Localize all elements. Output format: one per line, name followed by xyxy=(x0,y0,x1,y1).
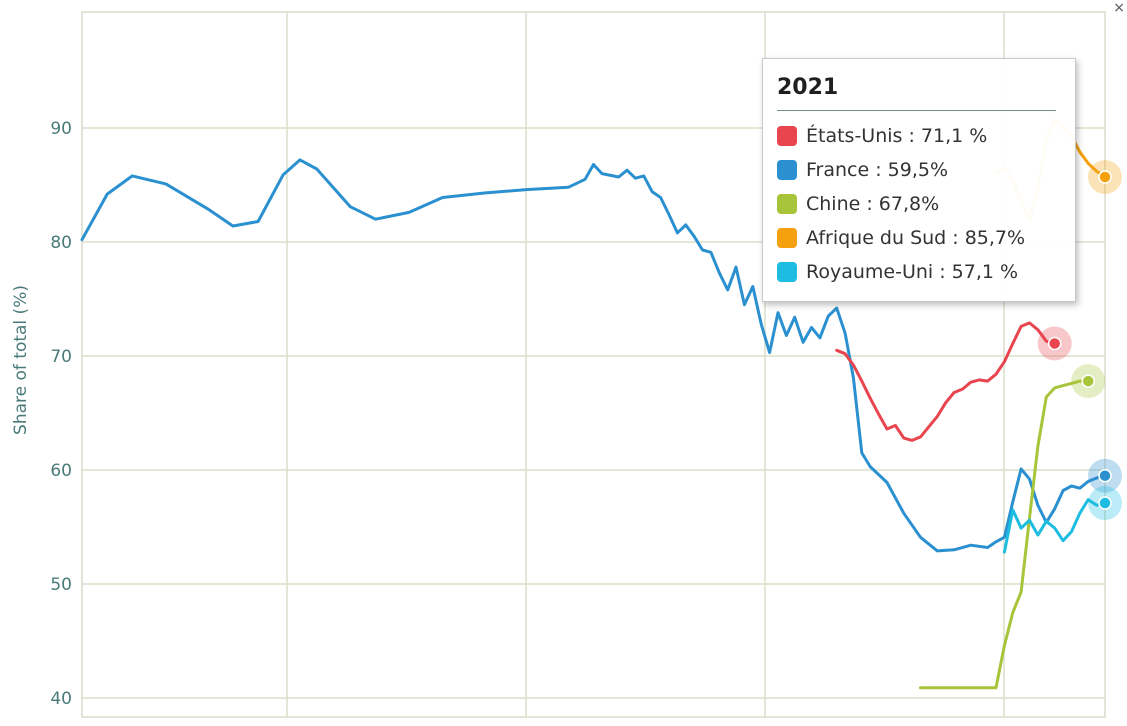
y-axis-label: Share of total (%) xyxy=(11,285,31,435)
tooltip-entry: États-Unis : 71,1 % xyxy=(777,122,987,150)
tooltip: 2021 États-Unis : 71,1 % France : 59,5% … xyxy=(762,58,1076,302)
tooltip-entry-label: France : 59,5% xyxy=(806,159,949,181)
legend-swatch-icon xyxy=(777,160,797,180)
close-icon[interactable]: × xyxy=(1113,0,1125,16)
y-tick-label: 90 xyxy=(50,119,72,139)
tooltip-entry-label: Royaume-Uni : 57,1 % xyxy=(806,261,1019,283)
plot-frame xyxy=(81,11,1106,718)
data-point-chine xyxy=(1081,374,1095,388)
legend-swatch-icon xyxy=(777,194,797,214)
tooltip-entry: France : 59,5% xyxy=(777,156,948,184)
series-line-chine xyxy=(919,379,1090,690)
series-line-royaume-uni xyxy=(1002,498,1107,554)
legend-swatch-icon xyxy=(777,262,797,282)
data-point-royaume-uni xyxy=(1098,496,1112,510)
tooltip-entry-label: États-Unis : 71,1 % xyxy=(806,125,988,147)
tooltip-divider xyxy=(777,110,1056,111)
series-line-etats-unis xyxy=(835,321,1057,442)
y-tick-label: 80 xyxy=(50,233,72,253)
tooltip-entry: Royaume-Uni : 57,1 % xyxy=(777,258,1018,286)
tooltip-title: 2021 xyxy=(777,75,839,100)
data-point-etats-unis xyxy=(1047,336,1062,351)
tooltip-entry: Afrique du Sud : 85,7% xyxy=(777,224,1025,252)
y-tick-label: 70 xyxy=(50,347,72,367)
legend-swatch-icon xyxy=(777,126,797,146)
data-point-afrique-du-sud xyxy=(1098,170,1112,184)
tooltip-entry-label: Chine : 67,8% xyxy=(806,193,940,215)
legend-swatch-icon xyxy=(777,228,797,248)
y-tick-label: 50 xyxy=(50,575,72,595)
y-tick-label: 40 xyxy=(50,689,72,709)
series-line-france xyxy=(80,158,1107,553)
tooltip-entry: Chine : 67,8% xyxy=(777,190,939,218)
data-point-france xyxy=(1098,468,1112,483)
y-tick-label: 60 xyxy=(50,461,72,481)
tooltip-entry-label: Afrique du Sud : 85,7% xyxy=(806,227,1026,249)
